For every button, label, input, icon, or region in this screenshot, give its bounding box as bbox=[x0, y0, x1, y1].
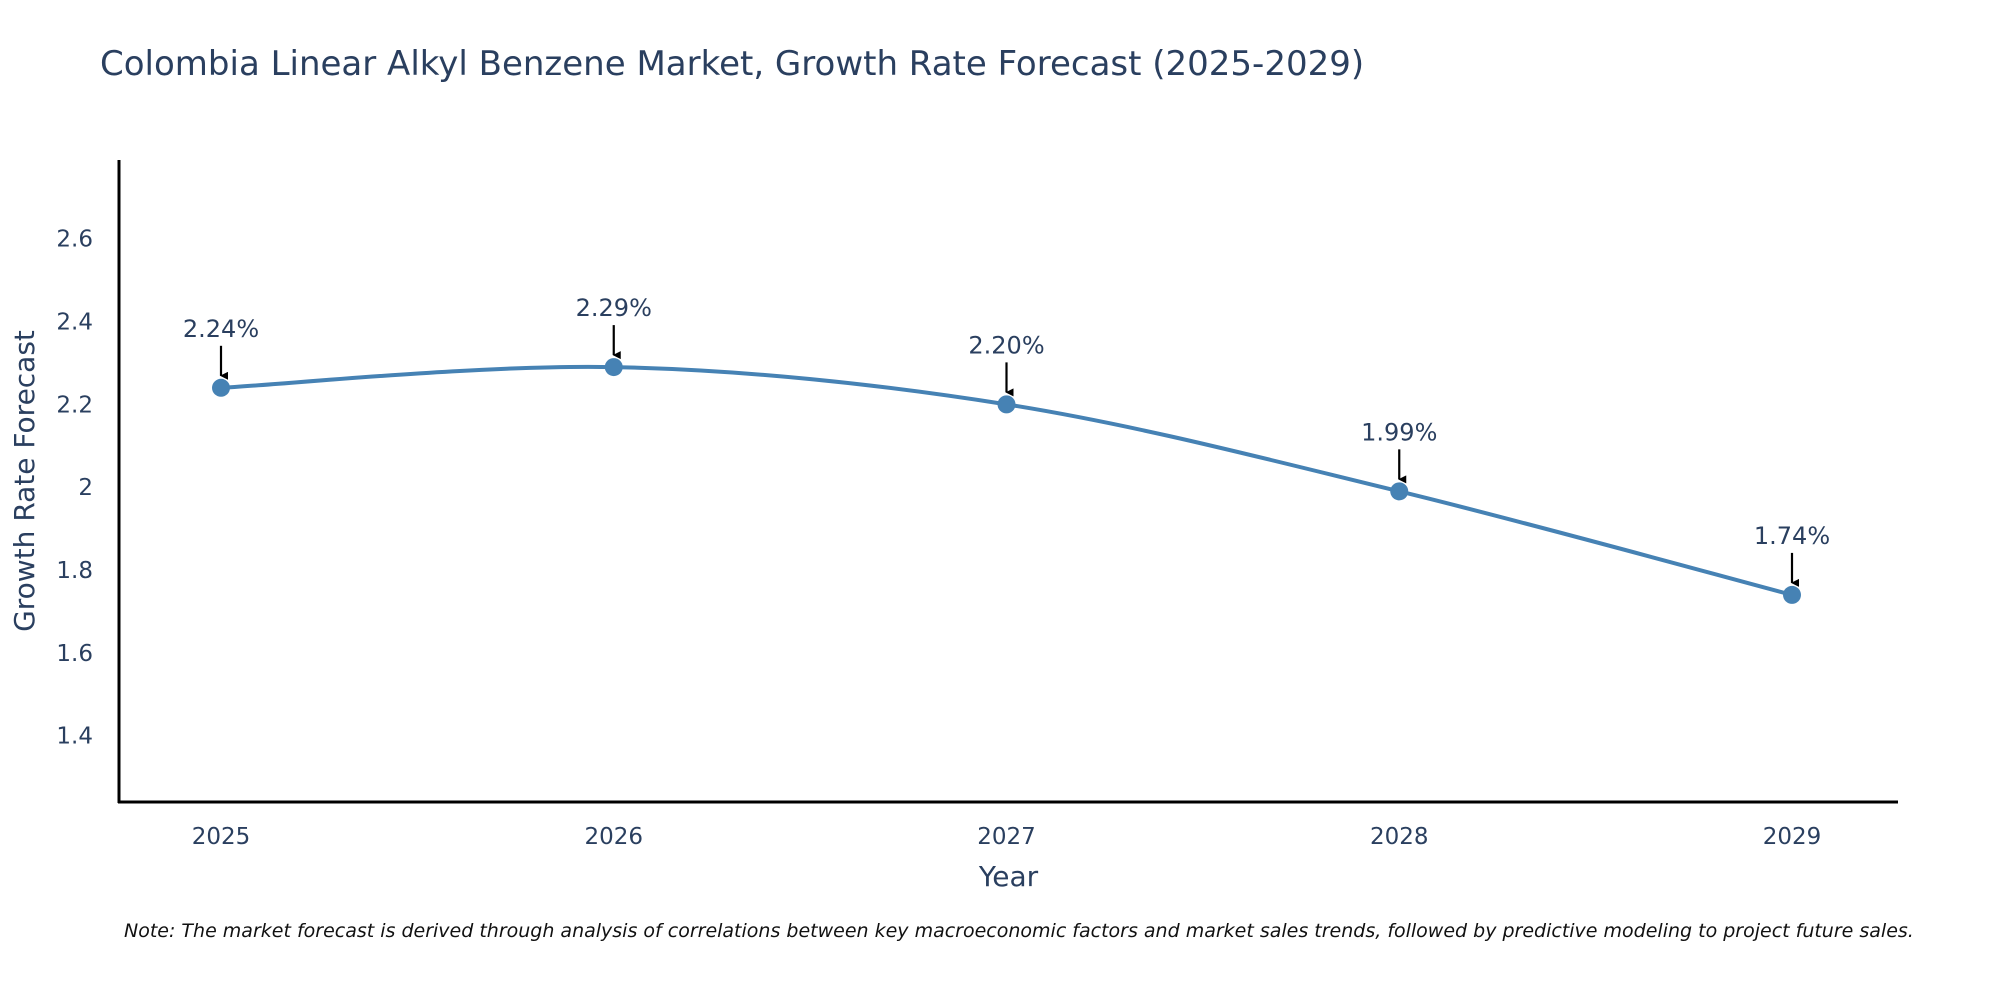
data-label: 2.24% bbox=[183, 315, 259, 343]
data-label: 1.99% bbox=[1361, 418, 1437, 446]
x-tick-label: 2025 bbox=[192, 824, 251, 850]
x-tick-label: 2026 bbox=[584, 824, 643, 850]
y-tick-label: 2 bbox=[78, 475, 93, 501]
x-tick-label: 2028 bbox=[1370, 824, 1429, 850]
x-tick-label: 2027 bbox=[977, 824, 1036, 850]
y-tick-label: 1.8 bbox=[56, 558, 93, 584]
chart-title: Colombia Linear Alkyl Benzene Market, Gr… bbox=[100, 44, 1365, 84]
y-tick-label: 2.4 bbox=[56, 310, 93, 336]
data-point bbox=[212, 378, 230, 397]
y-tick-label: 2.2 bbox=[56, 392, 93, 418]
data-label: 2.20% bbox=[968, 331, 1044, 359]
data-point bbox=[997, 395, 1016, 414]
y-axis-title: Growth Rate Forecast bbox=[8, 330, 41, 632]
data-point bbox=[1390, 482, 1409, 501]
data-label: 1.74% bbox=[1754, 522, 1830, 550]
x-axis-title: Year bbox=[978, 860, 1039, 893]
data-point bbox=[1783, 585, 1801, 604]
y-tick-label: 1.4 bbox=[56, 724, 93, 750]
y-tick-label: 1.6 bbox=[56, 641, 93, 667]
y-tick-label: 2.6 bbox=[56, 227, 93, 253]
x-tick-label: 2029 bbox=[1763, 824, 1822, 850]
footnote: Note: The market forecast is derived thr… bbox=[124, 920, 1914, 942]
data-point bbox=[604, 358, 623, 377]
data-label: 2.29% bbox=[576, 294, 652, 322]
